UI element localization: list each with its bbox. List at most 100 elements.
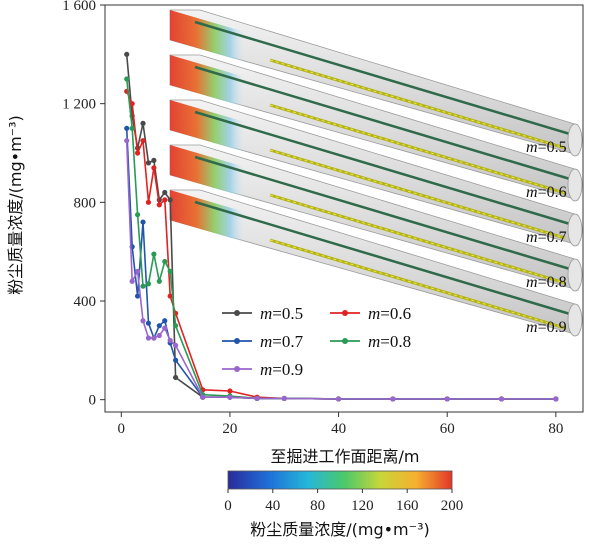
colorbar-label: 粉尘质量浓度/(mg•m⁻³)	[250, 520, 430, 539]
colorbar	[227, 470, 453, 490]
data-point	[124, 51, 130, 57]
legend-label: m=0.9	[260, 360, 303, 379]
data-point	[167, 337, 173, 344]
tunnel-render-3: m=0.7	[169, 99, 583, 247]
data-point	[124, 125, 130, 131]
tunnel-end-cap	[567, 213, 583, 247]
legend-item-3: m=0.7	[222, 332, 304, 351]
data-point	[151, 157, 157, 163]
legend-item-2: m=0.6	[330, 304, 411, 323]
data-point	[227, 388, 233, 394]
data-point	[145, 335, 152, 341]
data-point	[129, 278, 135, 284]
data-point	[167, 293, 173, 299]
x-axis-label: 至掘进工作面距离/m	[271, 447, 420, 466]
data-point	[129, 101, 135, 107]
legend-item-1: m=0.5	[222, 304, 303, 323]
air-duct	[194, 110, 571, 226]
data-point	[140, 120, 146, 126]
belt-conveyor	[269, 193, 566, 285]
data-point	[124, 76, 130, 82]
data-point	[167, 268, 173, 274]
data-point	[134, 150, 141, 156]
data-point	[254, 395, 260, 402]
data-point	[173, 374, 179, 381]
dust-cloud	[170, 190, 245, 242]
tunnel-render-1: m=0.5	[169, 9, 583, 157]
y-tick-label: 400	[74, 294, 97, 310]
tunnel-end-cap	[567, 168, 583, 202]
legend-label: m=0.8	[368, 332, 411, 351]
y-tick-label: 800	[74, 195, 97, 211]
data-point	[145, 199, 152, 205]
air-duct	[194, 155, 571, 271]
series-m=0.9	[124, 138, 559, 402]
inset-label-3: m=0.7	[526, 229, 567, 246]
tunnel-render-5: m=0.9	[169, 189, 583, 337]
series-layer	[124, 51, 559, 402]
tunnel-end-cap	[567, 258, 583, 292]
dust-cloud	[170, 145, 245, 197]
data-point	[134, 268, 141, 274]
inset-label-1: m=0.5	[526, 139, 567, 156]
data-point	[167, 197, 173, 203]
data-point	[151, 251, 157, 257]
air-duct	[194, 65, 571, 181]
data-point	[553, 396, 559, 402]
x-tick-label: 0	[118, 421, 126, 437]
dust-cloud	[170, 55, 245, 107]
belt-conveyor	[269, 238, 566, 330]
y-tick-label: 0	[89, 393, 97, 409]
data-point	[162, 197, 168, 203]
belt-conveyor	[269, 103, 566, 195]
colorbar-tick-label: 200	[441, 498, 464, 514]
x-tick-label: 60	[440, 421, 455, 437]
data-point	[129, 125, 135, 131]
inset-label-2: m=0.6	[526, 184, 567, 201]
data-point	[156, 332, 162, 339]
data-point	[227, 394, 233, 400]
inset-label-4: m=0.8	[526, 274, 567, 291]
data-point	[281, 395, 287, 402]
plot-frame	[104, 4, 584, 413]
y-tick-label: 1 200	[62, 97, 96, 113]
data-point	[156, 323, 162, 329]
inset-label-5: m=0.9	[526, 319, 567, 336]
data-point	[173, 323, 179, 329]
data-point	[200, 394, 206, 400]
colorbar-tick-label: 120	[351, 498, 374, 514]
legend-label: m=0.6	[368, 304, 411, 323]
data-point	[140, 138, 146, 144]
tunnel-render-2: m=0.6	[169, 54, 583, 202]
colorbar-tick-label: 0	[224, 498, 232, 514]
colorbar-tick-label: 40	[265, 498, 280, 514]
dust-cloud	[170, 100, 245, 152]
data-point	[390, 396, 396, 402]
belt-conveyor	[269, 58, 566, 150]
data-point	[151, 335, 157, 341]
tunnel-simulation-insets: m=0.5 m=0.6 m=0.7 m=0.8 m=0.9	[169, 9, 583, 337]
x-tick-label: 80	[548, 421, 563, 437]
colorbar-ticks: 0 40 80 120 160 200	[224, 489, 463, 514]
air-duct	[194, 20, 571, 136]
data-point	[145, 281, 152, 287]
data-point	[156, 202, 162, 208]
x-tick-label: 20	[222, 421, 237, 437]
y-axis-label: 粉尘质量浓度/(mg•m⁻³)	[6, 115, 25, 295]
legend-label: m=0.7	[260, 332, 304, 351]
legend-item-4: m=0.8	[330, 332, 411, 351]
legend-item-5: m=0.9	[222, 360, 303, 379]
data-point	[162, 189, 168, 196]
tunnel-end-cap	[567, 303, 583, 337]
data-point	[145, 320, 152, 326]
legend: m=0.5 m=0.6 m=0.7 m=0.8 m=0.9	[222, 304, 411, 379]
data-point	[124, 138, 130, 144]
data-point	[134, 293, 141, 299]
data-point	[140, 283, 146, 289]
legend-label: m=0.5	[260, 304, 303, 323]
data-point	[151, 165, 157, 171]
data-point	[156, 278, 162, 284]
dust-cloud	[170, 10, 245, 62]
